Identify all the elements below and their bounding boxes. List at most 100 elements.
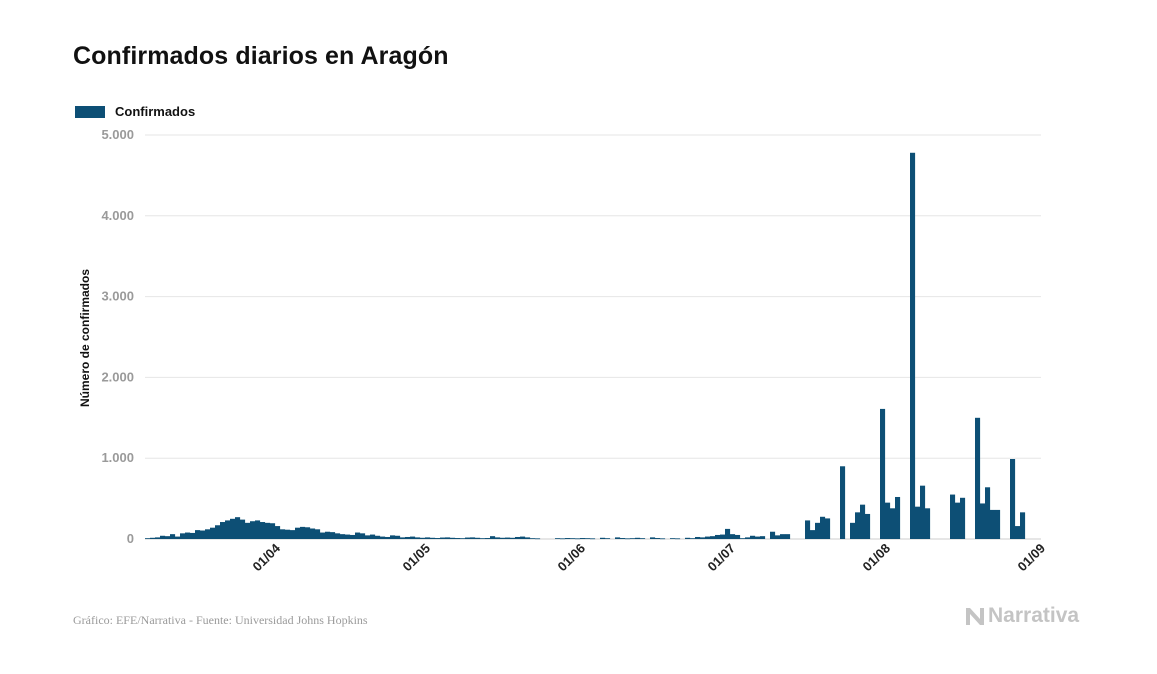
- bar: [850, 522, 856, 539]
- bar: [735, 534, 741, 539]
- bar: [445, 537, 451, 539]
- bar: [505, 537, 511, 539]
- bar: [190, 532, 196, 539]
- bar: [430, 537, 436, 539]
- bar: [640, 538, 646, 539]
- brand-logo: Narrativa: [964, 604, 1079, 628]
- bar: [205, 529, 211, 539]
- bar: [860, 504, 866, 539]
- bar: [660, 538, 666, 540]
- bar: [995, 509, 1001, 539]
- bar: [695, 536, 701, 539]
- bar: [690, 538, 696, 539]
- bar: [425, 537, 431, 539]
- bar: [895, 496, 901, 539]
- bar: [950, 494, 956, 539]
- bar: [890, 508, 896, 539]
- bar: [525, 537, 531, 539]
- bar: [1015, 526, 1021, 539]
- bar: [745, 537, 751, 539]
- bar: [255, 520, 261, 539]
- bar: [920, 485, 926, 539]
- bar: [590, 538, 596, 540]
- bar: [650, 537, 656, 539]
- x-tick-label: 01/04: [250, 540, 284, 574]
- y-tick-label: 1.000: [101, 450, 134, 465]
- bar: [435, 538, 441, 539]
- bar: [495, 537, 501, 539]
- gridlines: [145, 134, 1041, 540]
- bar: [395, 535, 401, 539]
- bar: [700, 537, 706, 539]
- bar: [485, 538, 491, 539]
- bar: [230, 518, 236, 539]
- bar: [360, 533, 366, 539]
- legend: Confirmados: [75, 104, 195, 119]
- bar: [300, 526, 306, 539]
- y-tick-label: 0: [127, 531, 134, 546]
- source-note: Gráfico: EFE/Narrativa - Fuente: Univers…: [73, 613, 368, 627]
- bar: [420, 537, 426, 539]
- bar: [510, 537, 516, 539]
- bar: [450, 537, 456, 539]
- bar: [355, 532, 361, 539]
- bar-series: [145, 152, 1026, 540]
- bar: [555, 538, 561, 539]
- bar: [620, 538, 626, 539]
- bar: [320, 532, 326, 539]
- bar: [370, 534, 376, 539]
- bar: [815, 522, 821, 539]
- bar: [775, 535, 781, 539]
- bar: [270, 523, 276, 539]
- bar: [470, 537, 476, 539]
- bar: [755, 536, 761, 539]
- bar: [515, 536, 521, 539]
- x-axis-ticks: 01/04 01/05 01/06 01/07 01/08 01/09: [250, 540, 1049, 574]
- bar: [885, 502, 891, 539]
- bar: [785, 534, 791, 539]
- bar: [925, 508, 931, 539]
- bar: [585, 538, 591, 539]
- chart-title: Confirmados diarios en Aragón: [73, 42, 449, 70]
- bar: [805, 520, 811, 539]
- bar: [490, 536, 496, 539]
- bar: [960, 497, 966, 539]
- bar: [460, 538, 466, 539]
- legend-label: Confirmados: [115, 104, 196, 119]
- bar: [195, 530, 201, 539]
- bar: [955, 502, 961, 539]
- bar: [770, 531, 776, 539]
- bar: [275, 526, 281, 539]
- y-tick-label: 5.000: [101, 127, 134, 142]
- bar: [225, 520, 231, 539]
- bar: [350, 534, 356, 539]
- bar: [480, 538, 486, 539]
- bar: [760, 536, 766, 539]
- x-tick-label: 01/09: [1015, 541, 1049, 575]
- bar: [345, 534, 351, 539]
- bar: [565, 538, 571, 539]
- bar: [780, 534, 786, 539]
- bar: [170, 534, 176, 539]
- bar: [315, 529, 321, 539]
- x-tick-label: 01/05: [400, 541, 434, 575]
- y-axis-label: Número de confirmados: [78, 269, 92, 407]
- bar: [415, 537, 421, 539]
- bar: [985, 487, 991, 539]
- bar: [750, 535, 756, 539]
- bar: [440, 537, 446, 539]
- bar: [720, 534, 726, 539]
- bar: [865, 513, 871, 539]
- bar: [615, 537, 621, 539]
- bar: [580, 538, 586, 539]
- legend-swatch: [75, 105, 105, 118]
- bar: [725, 528, 731, 539]
- bar: [245, 522, 251, 539]
- bar: [685, 537, 691, 539]
- bar: [325, 531, 331, 539]
- bar: [840, 466, 846, 539]
- bar: [575, 538, 581, 540]
- bar: [715, 534, 721, 539]
- bar: [165, 536, 171, 539]
